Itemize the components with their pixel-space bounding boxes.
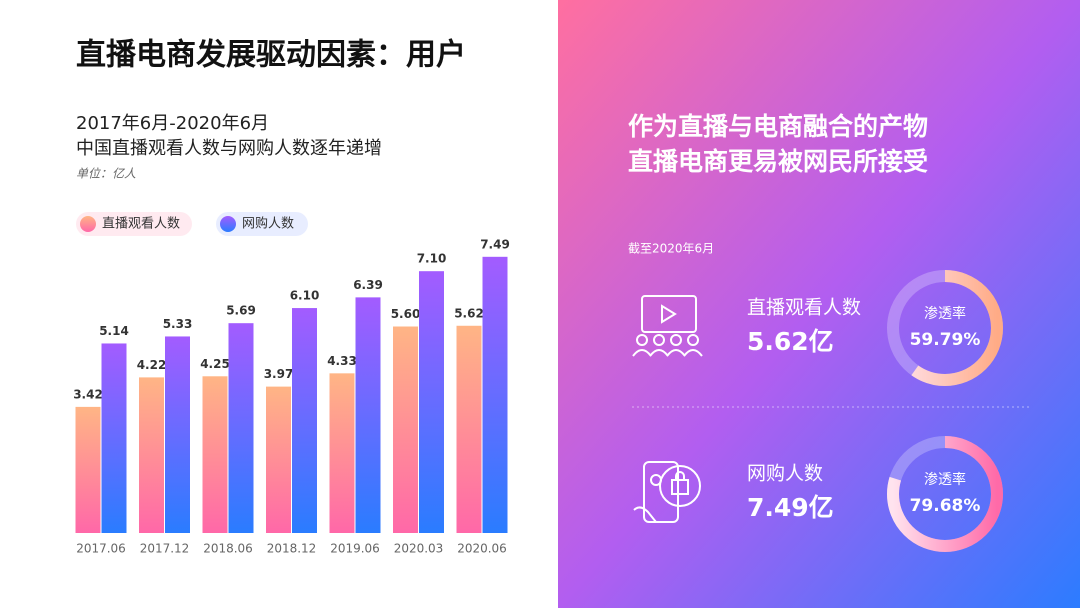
data-label: 7.49: [480, 237, 510, 251]
x-tick-label: 2018.12: [267, 542, 317, 556]
icon-shopping: [633, 461, 701, 523]
data-label: 4.33: [327, 354, 357, 368]
bar: [202, 376, 228, 533]
title: 直播电商发展驱动因素：用户: [76, 38, 466, 73]
data-label: 3.42: [73, 387, 103, 401]
ring-arc: [887, 270, 1003, 386]
bar: [419, 271, 444, 533]
bar: [292, 308, 317, 533]
legend-pill: [216, 212, 308, 236]
as-of: 截至2020年6月: [628, 242, 714, 256]
icon-video: [632, 295, 703, 357]
bar: [101, 343, 127, 533]
subtitle: 2017年6月-2020年6月: [76, 113, 269, 134]
bar: [329, 373, 355, 533]
legend-swatch: [80, 216, 96, 232]
bar: [456, 325, 482, 533]
x-tick-label: 2020.06: [457, 542, 507, 556]
x-tick-label: 2017.06: [76, 542, 126, 556]
data-label: 5.33: [163, 317, 193, 331]
bar: [75, 406, 101, 533]
stat-value: 7.49亿: [747, 493, 834, 522]
bar: [266, 386, 291, 533]
ring-caption: 渗透率: [924, 305, 966, 322]
ring-arc: [887, 436, 1003, 552]
unit: 单位：亿人: [76, 167, 136, 181]
data-label: 6.10: [290, 289, 320, 303]
x-tick-label: 2018.06: [203, 542, 253, 556]
data-label: 7.10: [417, 252, 447, 266]
legend-label: 网购人数: [242, 216, 294, 232]
ring-value: 79.68%: [910, 496, 981, 516]
legend-label: 直播观看人数: [102, 216, 180, 232]
bar: [355, 297, 381, 533]
bar: [139, 377, 164, 533]
panel-heading: 作为直播与电商融合的产物: [628, 112, 928, 141]
data-label: 4.25: [200, 357, 230, 371]
bar: [482, 256, 508, 533]
data-label: 5.60: [391, 307, 421, 321]
data-label: 5.14: [99, 324, 129, 338]
x-tick-label: 2017.12: [140, 542, 190, 556]
stat-value: 5.62亿: [747, 327, 834, 356]
data-label: 4.22: [137, 358, 167, 372]
legend-pill: [76, 212, 192, 236]
subtitle: 中国直播观看人数与网购人数逐年递增: [76, 138, 382, 159]
data-label: 5.62: [454, 306, 484, 320]
stat-label: 网购人数: [747, 463, 823, 485]
data-label: 5.69: [226, 304, 256, 318]
data-label: 3.97: [264, 367, 294, 381]
stat-label: 直播观看人数: [747, 297, 861, 319]
bar: [165, 336, 190, 533]
bar: [228, 323, 254, 533]
panel-heading: 直播电商更易被网民所接受: [628, 147, 928, 176]
ring-caption: 渗透率: [924, 471, 966, 488]
data-label: 6.39: [353, 278, 383, 292]
x-tick-label: 2019.06: [330, 542, 380, 556]
legend-swatch: [220, 216, 236, 232]
x-tick-label: 2020.03: [394, 542, 444, 556]
bar: [393, 326, 418, 533]
ring-value: 59.79%: [910, 330, 981, 350]
